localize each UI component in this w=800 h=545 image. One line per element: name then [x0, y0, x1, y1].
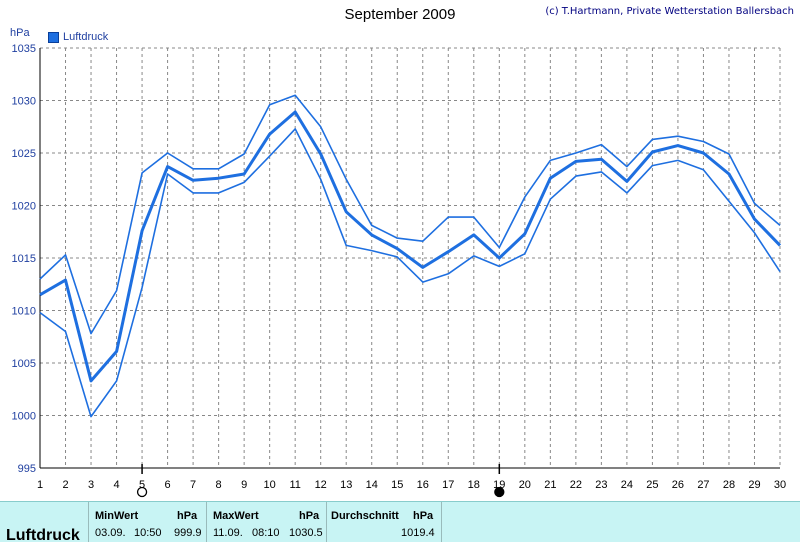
series-lines — [39, 94, 782, 418]
x-tick-label: 18 — [468, 479, 480, 491]
y-tick-label: 1015 — [12, 253, 36, 265]
min-unit: hPa — [177, 510, 198, 522]
min-stats-cell: MinWert hPa 03.09. 10:50 999.9 — [88, 502, 206, 542]
y-tick-label: 1020 — [12, 201, 36, 213]
min-date: 03.09. — [95, 527, 126, 539]
new-moon-marker — [136, 486, 148, 498]
x-tick-label: 14 — [366, 479, 378, 491]
max-stats-cell: MaxWert hPa 11.09. 08:10 1030.5 — [206, 502, 326, 542]
x-tick-label: 15 — [391, 479, 403, 491]
y-tick-label: 1005 — [12, 358, 36, 370]
x-tick-label: 9 — [241, 479, 247, 491]
average-unit: hPa — [413, 510, 434, 522]
x-tick-label: 17 — [442, 479, 454, 491]
x-tick-label: 20 — [519, 479, 531, 491]
y-tick-label: 1010 — [12, 306, 36, 318]
x-tick-label: 4 — [113, 479, 119, 491]
x-tick-label: 11 — [289, 479, 300, 491]
x-tick-labels: 1 2 3 4 5 6 7 8 9 10 11 12 13 14 15 16 17 18 19 20 21 22 23 24 2… — [37, 479, 786, 491]
x-tick-label: 6 — [165, 479, 171, 491]
max-unit: hPa — [299, 510, 320, 522]
x-tick-label: 13 — [340, 479, 352, 491]
chart-title: September 2009 — [344, 6, 456, 23]
x-tick-label: 3 — [88, 479, 94, 491]
max-value: 1030.5 — [289, 527, 323, 539]
y-tick-label: 1000 — [12, 411, 36, 423]
x-tick-label: 23 — [595, 479, 607, 491]
x-tick-label: 1 — [37, 479, 43, 491]
y-tick-label: 1025 — [12, 148, 36, 160]
y-axis-unit: hPa — [10, 27, 30, 39]
x-tick-label: 5 — [139, 479, 145, 491]
x-tick-label: 16 — [417, 479, 429, 491]
y-tick-labels: 995 1000 1005 1010 1015 1020 1025 1030 1035 — [12, 43, 36, 475]
legend: Luftdruck — [48, 31, 108, 43]
max-header: MaxWert — [213, 510, 259, 522]
x-tick-label: 7 — [190, 479, 196, 491]
series-line-mean — [39, 110, 782, 383]
average-value: 1019.4 — [401, 527, 435, 539]
x-tick-label: 2 — [62, 479, 68, 491]
statistics-panel: Luftdruck MinWert hPa 03.09. 10:50 999.9… — [0, 501, 800, 544]
x-tick-label: 12 — [315, 479, 327, 491]
legend-swatch — [48, 31, 59, 43]
x-tick-label: 26 — [672, 479, 684, 491]
x-tick-label: 27 — [697, 479, 709, 491]
average-header: Durchschnitt — [331, 510, 399, 522]
series-line-max — [39, 94, 781, 335]
min-value: 999.9 — [174, 527, 202, 539]
x-tick-label: 25 — [646, 479, 658, 491]
x-tick-label: 29 — [748, 479, 760, 491]
max-time: 08:10 — [252, 527, 280, 539]
copyright-note: (c) T.Hartmann, Private Wetterstation Ba… — [545, 6, 794, 17]
x-tick-label: 8 — [216, 479, 222, 491]
series-line-min — [39, 128, 781, 418]
y-tick-label: 995 — [18, 463, 36, 475]
stats-row-label: Luftdruck — [6, 527, 80, 544]
axes — [39, 48, 780, 469]
x-tick-label: 24 — [621, 479, 633, 491]
min-time: 10:50 — [134, 527, 162, 539]
y-tick-label: 1030 — [12, 96, 36, 108]
x-tick-label: 28 — [723, 479, 735, 491]
full-moon-marker — [494, 486, 505, 498]
min-header: MinWert — [95, 510, 139, 522]
x-tick-label: 21 — [544, 479, 556, 491]
grid-lines — [39, 47, 781, 469]
x-tick-label: 30 — [774, 479, 786, 491]
x-tick-label: 10 — [264, 479, 276, 491]
legend-label: Luftdruck — [63, 31, 109, 43]
moon-markers — [136, 464, 505, 498]
y-tick-label: 1035 — [12, 43, 36, 55]
max-date: 11.09. — [213, 527, 243, 539]
x-tick-label: 22 — [570, 479, 582, 491]
average-stats-cell: Durchschnitt hPa 1019.4 — [326, 502, 442, 542]
